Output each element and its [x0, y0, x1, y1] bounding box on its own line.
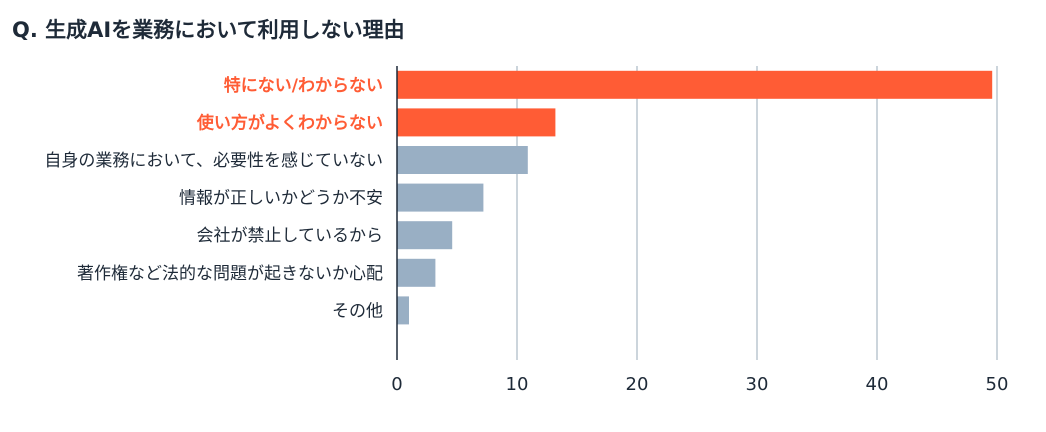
category-label: その他: [332, 301, 383, 321]
category-labels: 特にない/わからない使い方がよくわからない自身の業務において、必要性を感じていな…: [44, 75, 383, 322]
grid-lines: [516, 66, 998, 360]
bar: [397, 146, 528, 174]
x-axis-ticks: 0 10 20 30 40 50: [391, 374, 1008, 395]
category-label: 会社が禁止しているから: [197, 226, 384, 246]
chart-title: Q. 生成AIを業務において利用しない理由: [12, 18, 405, 42]
bar: [397, 108, 556, 137]
category-label: 特にない/わからない: [224, 75, 383, 96]
category-label: 自身の業務において、必要性を感じていない: [44, 151, 383, 171]
x-tick-label: 10: [506, 374, 529, 395]
category-label: 使い方がよくわからない: [196, 112, 383, 133]
bar: [397, 258, 436, 287]
bars: [397, 70, 993, 325]
category-label: 著作権など法的な問題が起きないか心配: [77, 264, 383, 284]
x-tick-label: 50: [986, 374, 1009, 395]
bar: [397, 183, 484, 212]
x-tick-label: 0: [391, 374, 402, 395]
bar: [397, 70, 993, 99]
x-tick-label: 40: [866, 374, 889, 395]
bar: [397, 296, 409, 325]
x-tick-label: 30: [746, 374, 769, 395]
category-label: 情報が正しいかどうか不安: [179, 189, 383, 209]
bar: [397, 221, 453, 250]
x-tick-label: 20: [626, 374, 649, 395]
